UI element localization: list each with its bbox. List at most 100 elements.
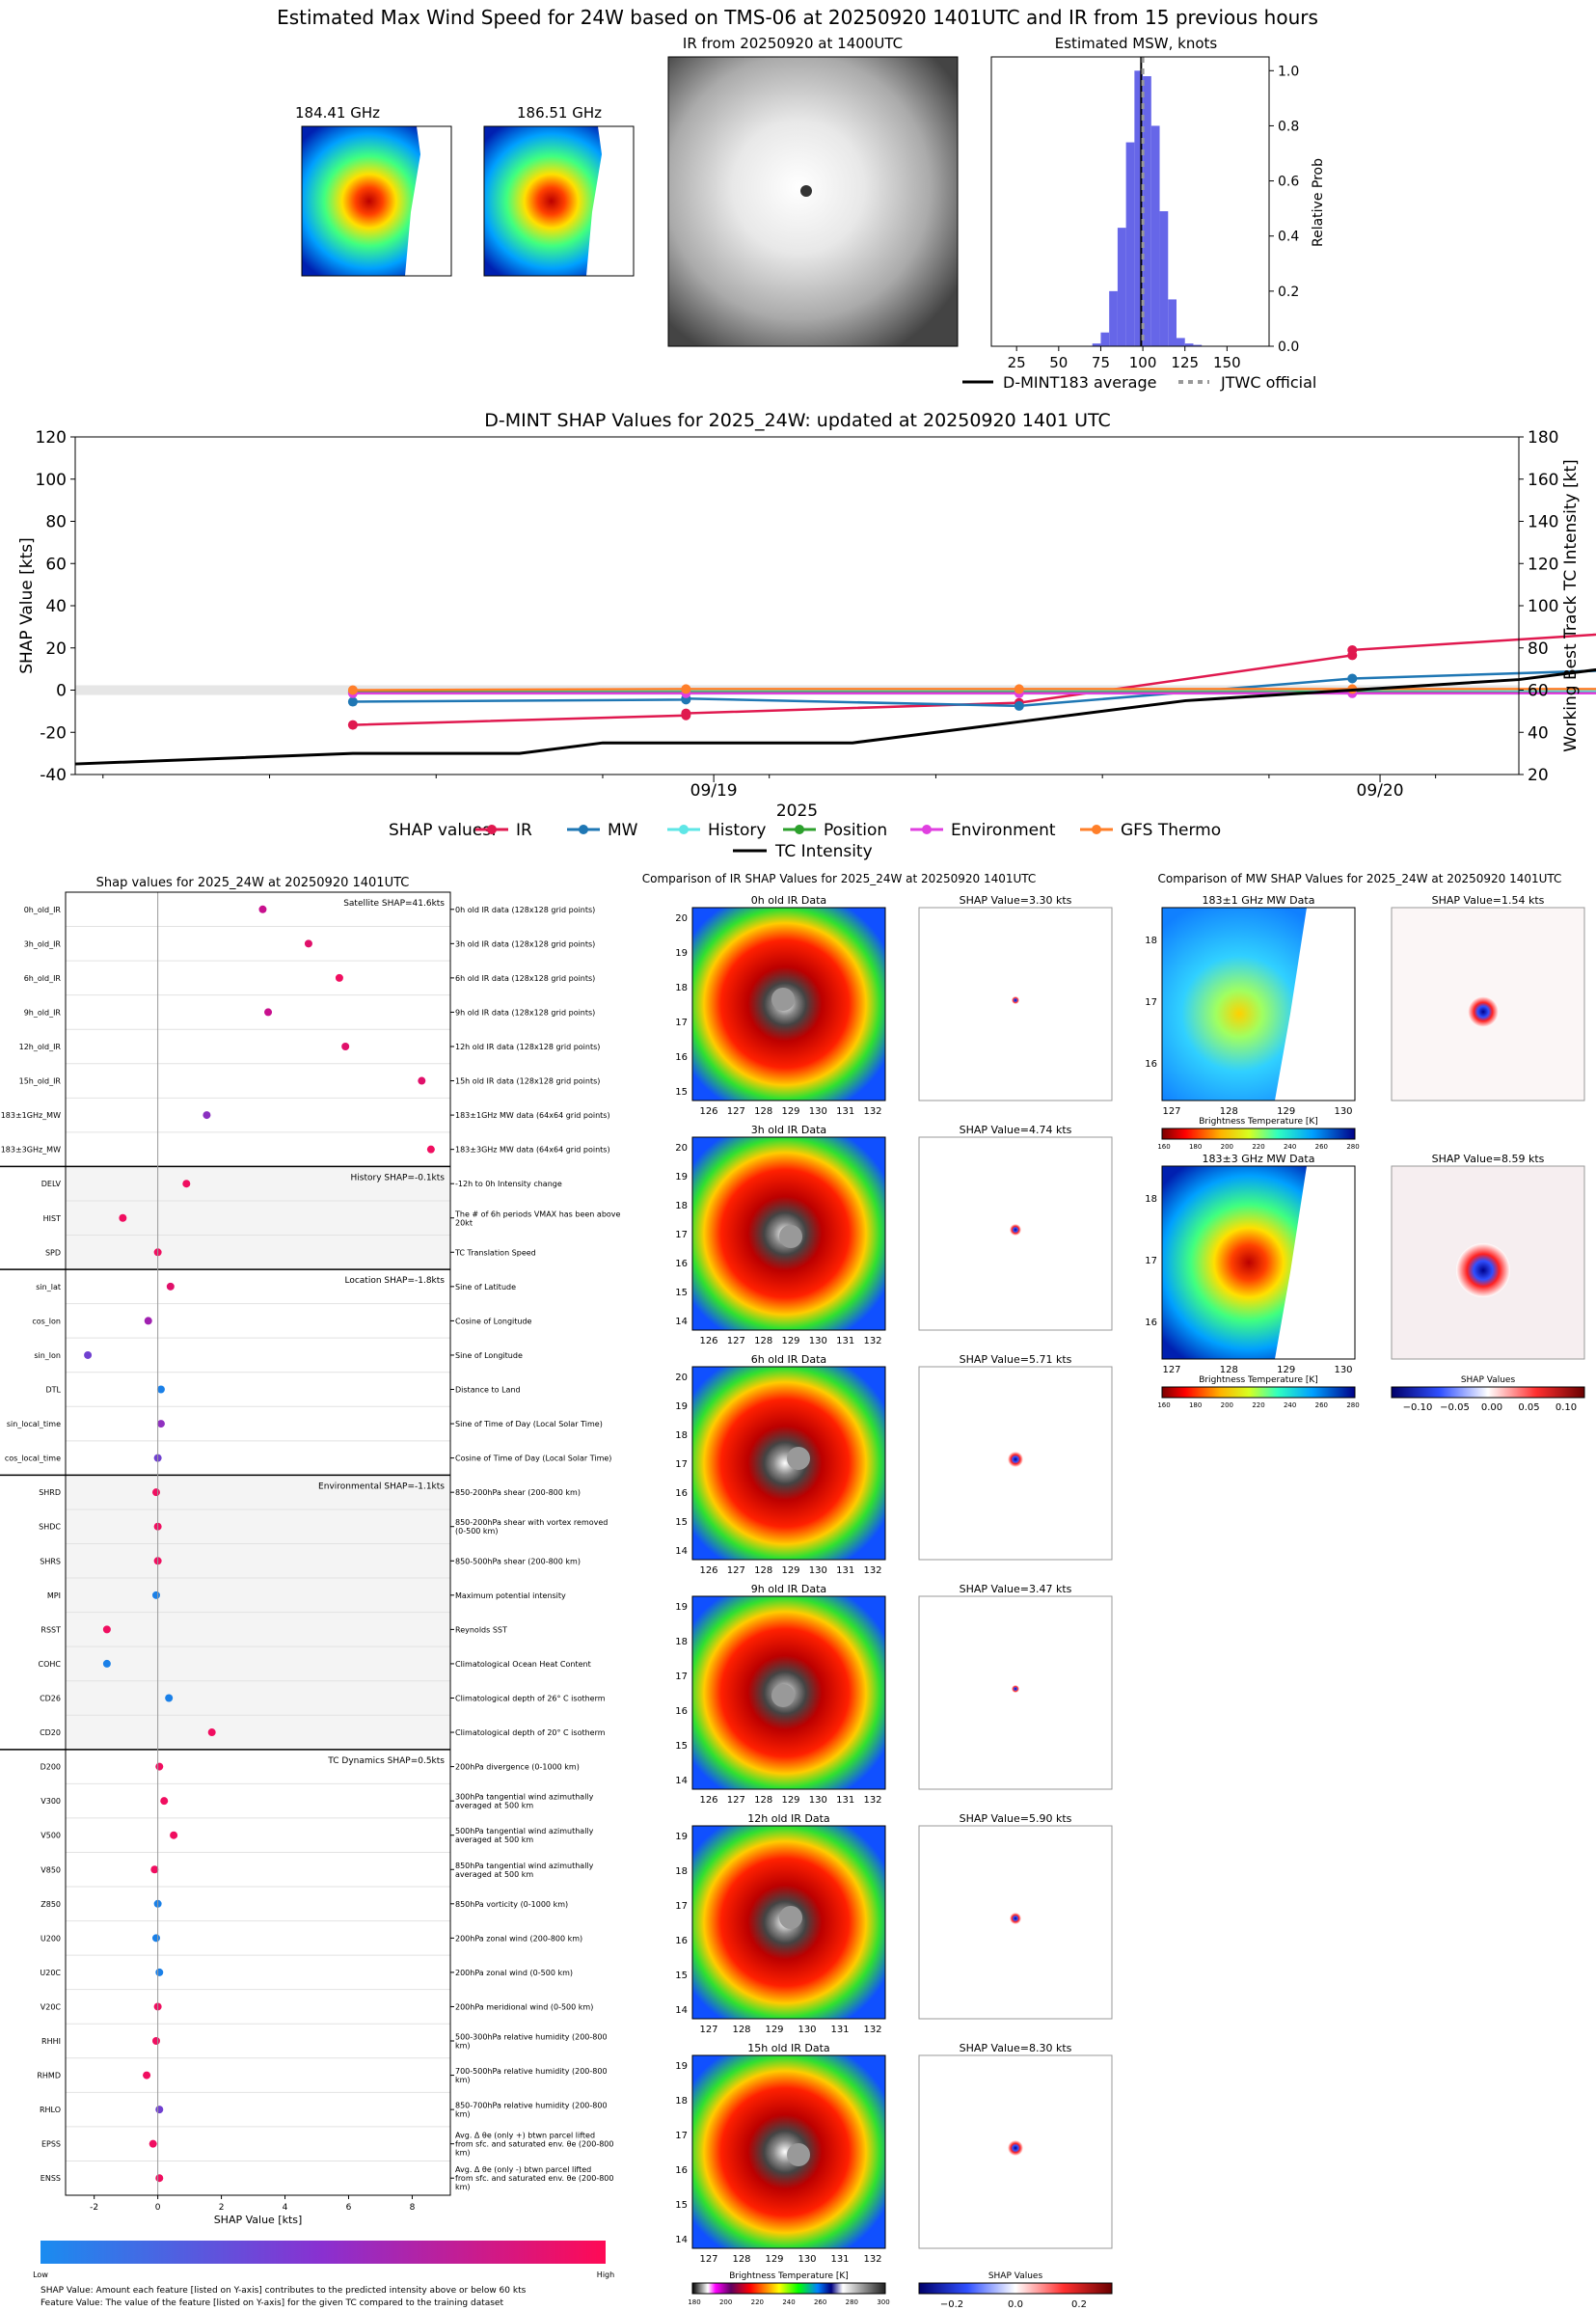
series-point-mw <box>1014 700 1024 711</box>
mw-x-tick-label: 130 <box>1334 1106 1352 1117</box>
legend-label: History <box>708 821 766 840</box>
ir-y-tick-label: 16 <box>675 1488 688 1499</box>
series-point-gfs-thermo <box>1014 684 1024 694</box>
mw-x-tick-label: 128 <box>1220 1106 1238 1117</box>
ir-image-frame <box>691 1595 886 1790</box>
y-tick-label: 1.0 <box>1278 64 1299 79</box>
ir-colorbar-tick: 280 <box>846 2298 858 2306</box>
feature-name: 3h_old_IR <box>24 939 62 948</box>
mw-image-frame <box>1161 1165 1356 1360</box>
ir-y-tick-label: 20 <box>675 1143 688 1154</box>
feature-name: ENSS <box>41 2174 61 2183</box>
legend-marker <box>487 825 497 834</box>
feature-name: 6h_old_IR <box>24 974 62 983</box>
feature-description: Cosine of Longitude <box>455 1317 532 1325</box>
mw-shap-title: SHAP Value=1.54 kts <box>1432 894 1545 907</box>
ir-comparison-panel: 0h old IR Data 20 19 18 17 16 15 126 127 128 129 13… <box>675 894 1113 2310</box>
ir-x-tick-label: 132 <box>863 1565 881 1576</box>
ir-y-tick-label: 19 <box>675 948 688 959</box>
mw-colorbar-tick: 260 <box>1315 1401 1328 1409</box>
feature-shap-point <box>155 1968 164 1976</box>
feature-shap-point <box>150 1865 159 1874</box>
mw-colorbar-tick: 160 <box>1157 1401 1170 1409</box>
ir-colorbar-tick: 180 <box>688 2298 700 2306</box>
feature-shap-point <box>341 1042 350 1050</box>
histogram-bar <box>1117 228 1126 346</box>
ir-shap-colorbar-tick: 0.0 <box>1008 2299 1023 2310</box>
ir-x-tick-label: 128 <box>732 2025 750 2035</box>
feature-shap-point <box>155 2174 164 2183</box>
feature-shap-plot: Satellite SHAP=41.6kts 0h_old_IR 0h old IR… <box>0 891 621 2308</box>
ir-shap-colorbar-tick: 0.2 <box>1071 2299 1087 2310</box>
ir-image-frame <box>691 1366 886 1561</box>
ir-shap-colorbar-tick: −0.2 <box>940 2299 963 2310</box>
series-point-gfs-thermo <box>681 684 691 694</box>
ir-y-tick-label: 17 <box>675 1230 688 1240</box>
feature-shap-point <box>102 1625 111 1634</box>
feature-shap-point <box>258 905 267 913</box>
group-label: Location SHAP=-1.8kts <box>344 1276 445 1286</box>
y-tick-label: 0.0 <box>1278 340 1299 355</box>
y-tick-label: -40 <box>40 766 67 785</box>
feature-shap-point <box>155 1762 164 1771</box>
ir-image-title: 0h old IR Data <box>751 894 826 907</box>
y-axis-label: Relative Prob <box>1311 158 1326 247</box>
x-tick-label: -2 <box>90 2203 98 2213</box>
mw-colorbar-tick: 160 <box>1157 1143 1170 1151</box>
feature-name: V850 <box>41 1865 61 1874</box>
histogram-title: Estimated MSW, knots <box>1055 35 1218 52</box>
feature-description: Avg. Δ θe (only +) btwn parcel lifted fro… <box>455 2132 613 2158</box>
legend-label-jtwc: JTWC official <box>1220 373 1316 392</box>
feature-name: V300 <box>41 1797 61 1806</box>
mw-image-frame <box>1161 907 1356 1101</box>
feature-name: cos_lon <box>32 1317 61 1325</box>
mw-x-tick-label: 127 <box>1162 1365 1180 1375</box>
ir-y-tick-label: 16 <box>675 1706 688 1717</box>
y2-tick-label: 80 <box>1528 639 1549 659</box>
y2-tick-label: 20 <box>1528 766 1549 785</box>
feature-description: Distance to Land <box>455 1386 521 1395</box>
feature-name: 15h_old_IR <box>19 1077 62 1086</box>
y2-tick-label: 40 <box>1528 723 1549 743</box>
ir-x-tick-label: 128 <box>754 1795 772 1806</box>
feature-shap-point <box>264 1008 273 1017</box>
feature-name: CD26 <box>40 1694 61 1702</box>
ir-y-tick-label: 14 <box>675 2235 688 2245</box>
ir-x-tick-label: 131 <box>836 1565 854 1576</box>
feature-shap-point <box>155 2106 164 2114</box>
ir-y-tick-label: 19 <box>675 1832 688 1842</box>
feature-description: 3h old IR data (128x128 grid points) <box>455 939 595 948</box>
ir-x-tick-label: 129 <box>765 2025 783 2035</box>
y2-tick-label: 140 <box>1528 513 1558 532</box>
feature-shap-point <box>149 2139 157 2148</box>
ir-y-tick-label: 19 <box>675 1401 688 1412</box>
ir-x-tick-label: 131 <box>830 2025 849 2035</box>
mw-shap-colorbar-tick: 0.05 <box>1518 1402 1539 1413</box>
feature-description: 183±3GHz MW data (64x64 grid points) <box>455 1146 610 1155</box>
feature-name: 9h_old_IR <box>24 1008 62 1017</box>
feature-description: 200hPa divergence (0-1000 km) <box>455 1763 580 1772</box>
feature-name: 183±1GHz_MW <box>1 1111 61 1120</box>
mw-shap-colorbar <box>1391 1386 1585 1399</box>
ir-y-tick-label: 16 <box>675 1052 688 1063</box>
legend-label-intensity: TC Intensity <box>774 842 873 861</box>
mw-x-tick-label: 129 <box>1277 1106 1295 1117</box>
group-label: History SHAP=-0.1kts <box>351 1173 446 1183</box>
ir-image-title: 9h old IR Data <box>751 1583 826 1595</box>
ir-image-title: 12h old IR Data <box>747 1812 829 1825</box>
feature-description: 700-500hPa relative humidity (200-800 km) <box>455 2067 608 2084</box>
mw-shap-hotspot <box>1468 996 1499 1027</box>
series-point-gfs-thermo <box>347 685 358 695</box>
feature-shap-point <box>102 1659 111 1668</box>
feature-name: SHRD <box>39 1488 61 1497</box>
feature-shap-point <box>84 1350 93 1359</box>
ir-image-frame <box>691 1825 886 2020</box>
ir-y-tick-label: 16 <box>675 2165 688 2176</box>
feature-description: 300hPa tangential wind azimuthally averag… <box>455 1793 594 1810</box>
feature-name: 12h_old_IR <box>19 1043 62 1051</box>
legend-label: Environment <box>951 821 1056 840</box>
mw-colorbar-tick: 240 <box>1284 1401 1296 1409</box>
feature-description: 850-200hPa shear (200-800 km) <box>455 1488 581 1497</box>
feature-shap-point <box>119 1213 127 1222</box>
